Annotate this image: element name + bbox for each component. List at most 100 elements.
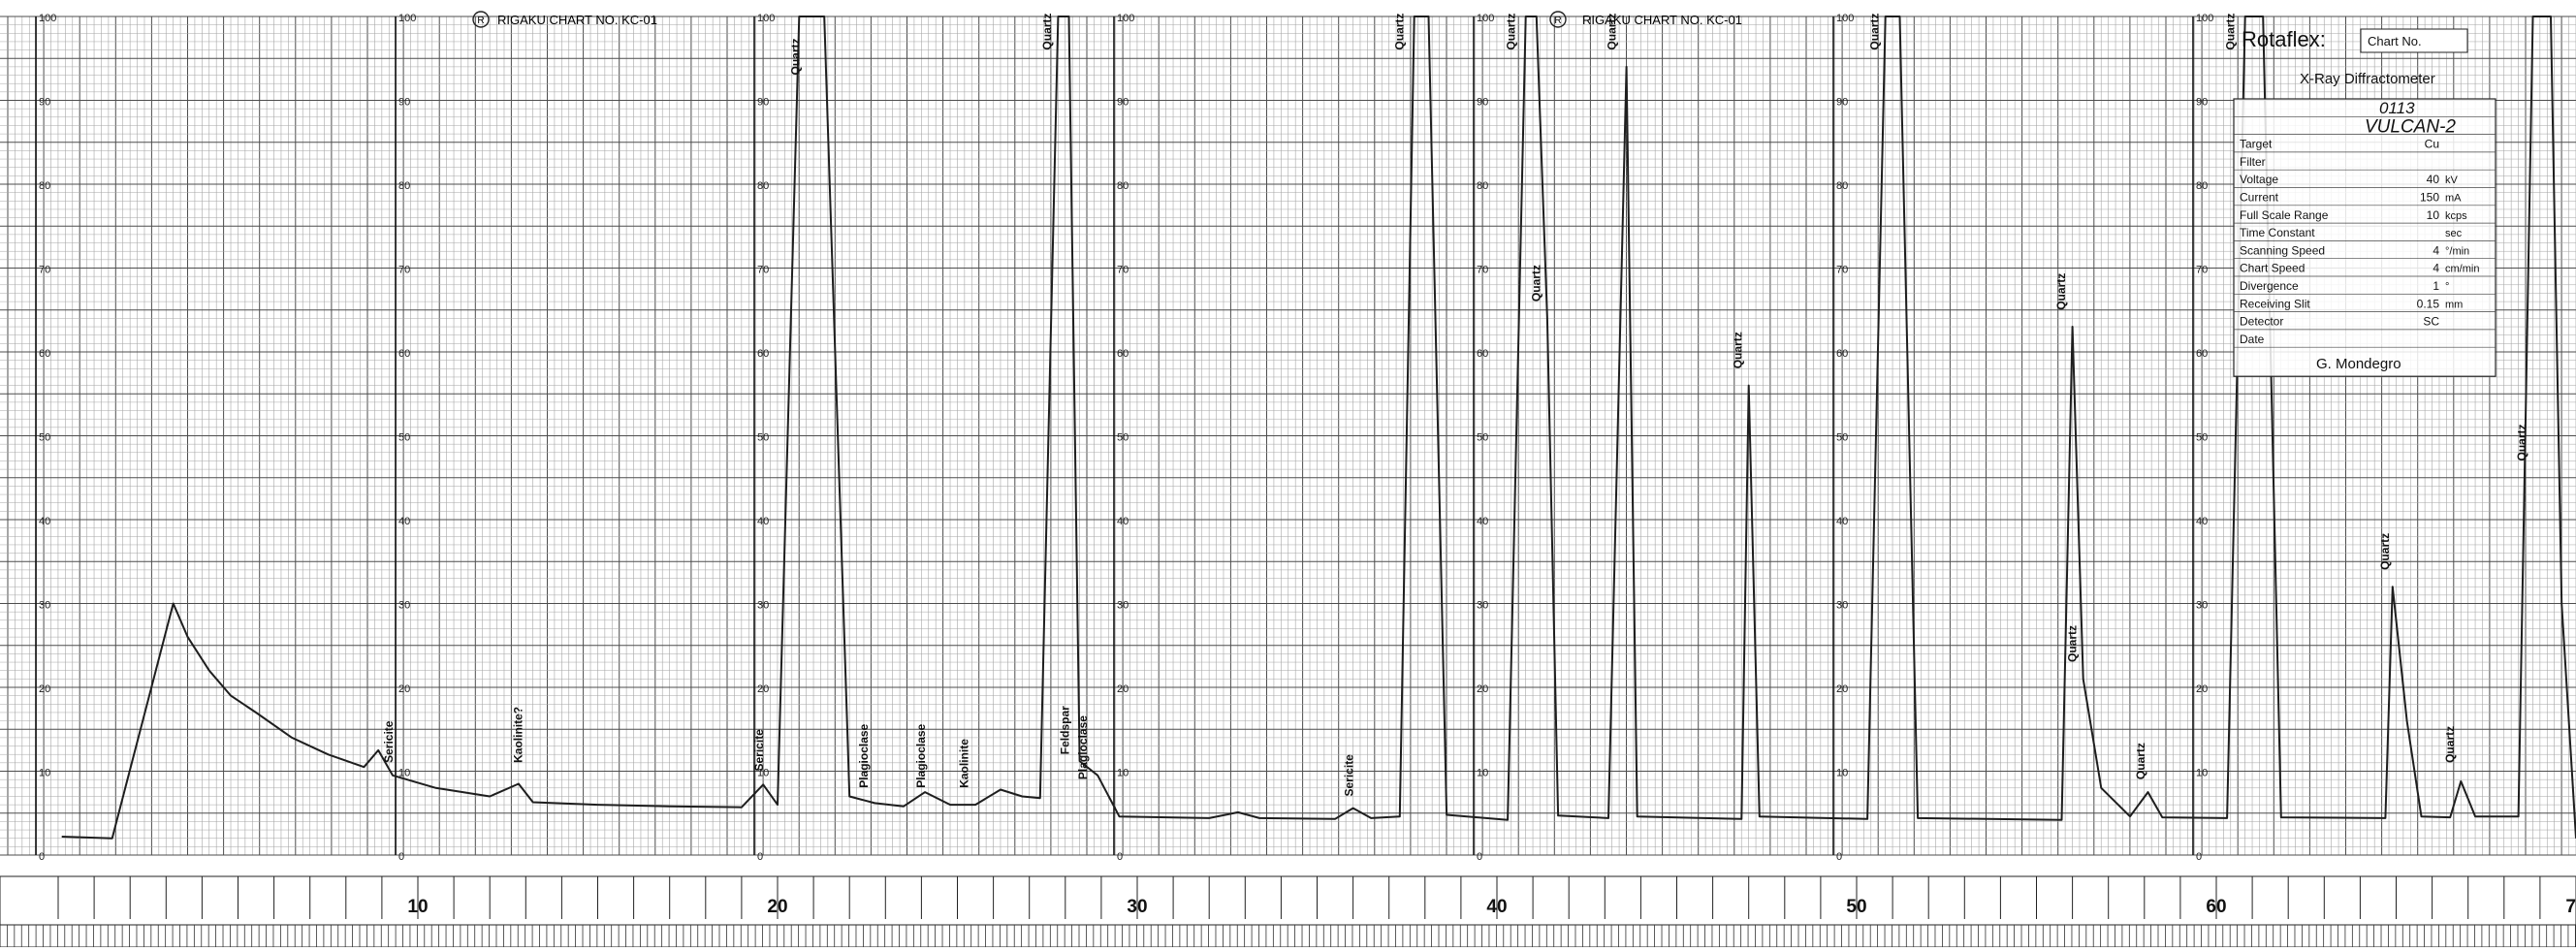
peak-label: Plagioclase (914, 723, 928, 787)
y-scale-label: 60 (757, 348, 769, 360)
brand-mark-right: R (1549, 11, 1567, 28)
info-field-unit: kV (2445, 175, 2459, 186)
y-scale-label: 70 (757, 265, 769, 276)
info-field-value: SC (2423, 315, 2439, 329)
peak-label: Quartz (1530, 265, 1543, 301)
y-scale-label: 30 (398, 600, 410, 612)
info-field-label: Full Scale Range (2240, 208, 2329, 222)
peak-label: Quartz (788, 38, 802, 75)
peak-label: Sericite (752, 729, 766, 772)
y-scale-label: 20 (39, 683, 50, 695)
y-scale-label: 100 (1477, 13, 1494, 24)
chart-axis-strip: 10 20 30 40 50 60 70 (0, 875, 2576, 948)
x-tick-label: 10 (407, 897, 428, 917)
y-scale-label: 60 (1836, 348, 1848, 360)
x-tick-label: 50 (1846, 897, 1866, 917)
y-scale-label: 100 (1836, 13, 1854, 24)
info-field-value: 4 (2433, 262, 2439, 275)
info-field-label: Detector (2240, 315, 2283, 329)
peak-label: Plagioclase (1076, 715, 1090, 779)
y-scale-label: 90 (398, 97, 410, 109)
y-scale-label: 20 (1836, 683, 1848, 695)
chart-no-label: Chart No. (2368, 34, 2422, 48)
info-field-label: Receiving Slit (2240, 297, 2310, 310)
y-scale-label: 20 (2196, 683, 2208, 695)
y-scale-label: 50 (1117, 432, 1129, 444)
y-scale-label: 50 (39, 432, 50, 444)
peak-label: Feldspar (1059, 706, 1072, 754)
y-scale-label: 20 (1117, 683, 1129, 695)
y-scale-label: 20 (757, 683, 769, 695)
y-scale-label: 50 (1477, 432, 1488, 444)
operator-name: G. Mondegro (2316, 356, 2401, 372)
y-scale-label: 70 (39, 265, 50, 276)
y-scale-label: 60 (1117, 348, 1129, 360)
info-field-value: 150 (2420, 191, 2439, 205)
y-scale-label: 70 (1117, 265, 1129, 276)
y-scale-label: 80 (1117, 180, 1129, 192)
info-field-unit: mA (2445, 193, 2462, 205)
diffraction-trace (61, 16, 2576, 840)
x-tick-label: 40 (1486, 897, 1507, 917)
y-scale-label: 30 (1477, 600, 1488, 612)
y-scale-label: 100 (39, 13, 56, 24)
y-scale-label: 50 (2196, 432, 2208, 444)
y-scale-label: 60 (1477, 348, 1488, 360)
y-scale-label: 90 (1117, 97, 1129, 109)
y-scale-label: 10 (39, 768, 50, 779)
info-field-value: 4 (2433, 243, 2439, 257)
y-scale-label: 100 (2196, 13, 2213, 24)
y-scale-label: 80 (39, 180, 50, 192)
peak-label: Quartz (2515, 424, 2528, 460)
info-field-unit: cm/min (2445, 264, 2479, 275)
info-field-label: Divergence (2240, 279, 2299, 293)
y-scale-label: 10 (757, 768, 769, 779)
instrument-info-block: Rotaflex: Chart No. X-Ray Diffractometer 01… (2233, 27, 2496, 377)
peak-label: Sericite (382, 720, 396, 763)
info-field-unit: sec (2445, 228, 2463, 239)
peak-label: Quartz (1605, 14, 1618, 50)
info-field-value: 1 (2433, 279, 2439, 293)
y-scale-label: 0 (39, 851, 45, 863)
y-scale-label: 80 (757, 180, 769, 192)
y-scale-label: 0 (757, 851, 763, 863)
info-field-unit: mm (2445, 299, 2463, 310)
info-field-label: Target (2240, 138, 2273, 151)
y-scale-label: 70 (1477, 265, 1488, 276)
info-field-label: Date (2240, 333, 2265, 346)
y-scale-label: 90 (39, 97, 50, 109)
info-field-label: Voltage (2240, 173, 2278, 186)
y-scale-label: 100 (1117, 13, 1134, 24)
y-scale-label: 80 (2196, 180, 2208, 192)
peak-label: Quartz (2378, 533, 2392, 570)
x-tick-label: 60 (2206, 897, 2226, 917)
y-scale-columns: 1009080706050403020100100908070605040302… (35, 13, 2213, 863)
y-scale-label: 80 (398, 180, 410, 192)
y-scale-label: 100 (398, 13, 416, 24)
y-scale-label: 0 (2196, 851, 2202, 863)
peak-label: Quartz (2443, 726, 2457, 763)
y-scale-label: 40 (1836, 516, 1848, 527)
diffraction-trace-line (61, 16, 2576, 840)
y-scale-label: 40 (398, 516, 410, 527)
y-scale-label: 40 (757, 516, 769, 527)
peak-label: Kaolinite (958, 739, 971, 788)
y-scale-label: 60 (39, 348, 50, 360)
y-scale-label: 70 (398, 265, 410, 276)
chart-header: R RIGAKU CHART NO. KC-01 R RIGAKU CHART … (472, 11, 1742, 28)
y-scale-label: 0 (398, 851, 404, 863)
peak-label: Quartz (1867, 14, 1881, 50)
y-scale-label: 20 (1477, 683, 1488, 695)
y-scale-label: 90 (1477, 97, 1488, 109)
y-scale-label: 40 (39, 516, 50, 527)
info-field-label: Filter (2240, 155, 2266, 169)
y-scale-label: 30 (1117, 600, 1129, 612)
info-field-value: Cu (2425, 138, 2439, 151)
peak-label: Quartz (1393, 14, 1407, 50)
brand-mark-letter: R (1554, 16, 1561, 26)
info-field-value: 40 (2427, 173, 2440, 186)
sample-number: 0113 (2379, 99, 2415, 117)
y-scale-label: 100 (757, 13, 775, 24)
